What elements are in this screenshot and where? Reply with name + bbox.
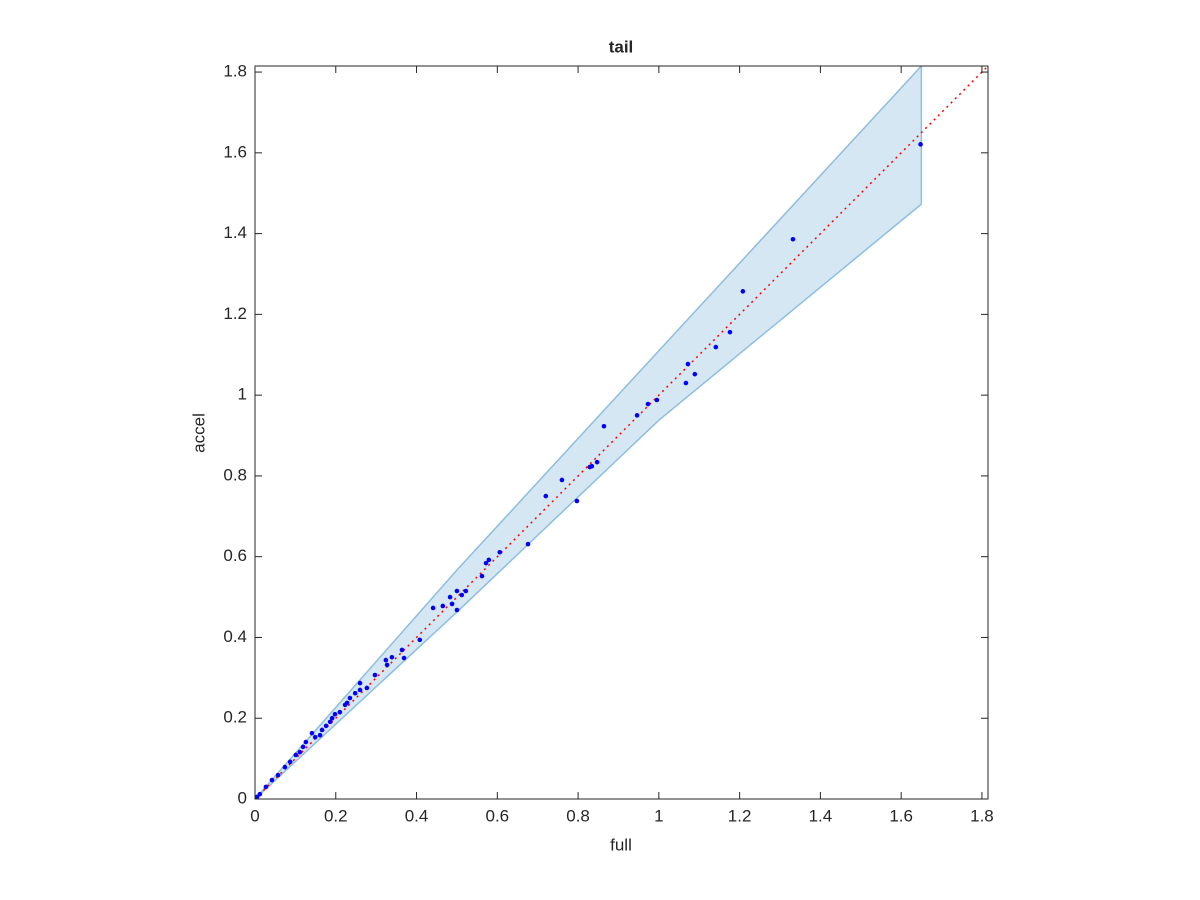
x-tick-label: 0 [250, 806, 259, 825]
data-point [323, 723, 329, 729]
data-point [483, 560, 489, 566]
x-tick-label: 0.4 [405, 806, 429, 825]
data-point [303, 739, 309, 745]
y-tick-label: 0.8 [223, 465, 247, 484]
data-point [319, 727, 325, 733]
data-point [559, 477, 565, 483]
data-point [287, 759, 293, 765]
data-point [275, 772, 281, 778]
data-point [574, 498, 580, 504]
data-point [654, 397, 660, 403]
y-axis-label: accel [189, 413, 208, 453]
y-tick-label: 0.6 [223, 546, 247, 565]
data-point [352, 690, 358, 696]
data-point [293, 752, 299, 758]
data-point [918, 142, 923, 147]
x-tick-label: 1.8 [970, 806, 994, 825]
data-point [543, 493, 549, 499]
y-tick-label: 0.4 [223, 627, 247, 646]
data-point [401, 655, 407, 661]
data-point [282, 764, 288, 770]
x-axis-label: full [610, 835, 632, 854]
data-point [713, 344, 719, 350]
y-tick-label: 1.6 [223, 142, 247, 161]
data-point [269, 777, 275, 783]
x-tick-label: 1.4 [809, 806, 833, 825]
plot-area [255, 66, 988, 799]
data-point [740, 289, 746, 294]
data-point [332, 711, 338, 717]
y-tick-label: 1 [238, 385, 247, 404]
data-point [357, 680, 363, 686]
x-tick-label: 0.6 [485, 806, 509, 825]
y-tick-label: 0.2 [223, 708, 247, 727]
data-point [587, 464, 593, 470]
data-point [263, 784, 269, 790]
data-point [417, 637, 423, 643]
data-point [337, 709, 343, 715]
data-point [479, 573, 485, 579]
y-tick-label: 1.4 [223, 223, 247, 242]
data-point [790, 236, 796, 242]
data-point [357, 687, 363, 693]
data-point [383, 657, 389, 663]
data-point [329, 715, 335, 721]
data-point [634, 413, 640, 418]
data-point [317, 732, 323, 738]
data-point [297, 749, 303, 755]
data-point [300, 744, 306, 750]
data-point [645, 401, 651, 407]
chart-title: tail [609, 37, 634, 56]
data-point [692, 371, 698, 377]
x-tick-label: 1.6 [889, 806, 913, 825]
data-point [454, 588, 460, 594]
x-tick-label: 0.2 [324, 806, 348, 825]
data-point [454, 607, 460, 613]
data-point [486, 557, 492, 563]
data-point [449, 601, 455, 607]
y-tick-label: 1.2 [223, 304, 247, 323]
data-point [389, 654, 395, 660]
data-point [497, 549, 503, 555]
data-point [257, 791, 263, 797]
axes-box [254, 65, 989, 800]
data-point [685, 361, 691, 367]
data-point [399, 647, 405, 653]
data-point [372, 672, 378, 678]
band-edge [255, 203, 922, 799]
data-point [255, 794, 260, 799]
data-point [312, 734, 318, 740]
data-point [347, 695, 353, 701]
x-tick-label: 1 [654, 806, 663, 825]
data-point [683, 380, 689, 386]
data-point [430, 605, 436, 611]
data-point [364, 685, 370, 691]
data-point [727, 329, 733, 335]
data-point [384, 662, 390, 668]
x-tick-label: 1.2 [728, 806, 752, 825]
data-point [463, 588, 469, 594]
data-point [440, 603, 446, 609]
data-point [459, 592, 465, 598]
x-tick-label: 0.8 [566, 806, 590, 825]
band-edge [255, 66, 922, 799]
data-point [601, 423, 607, 429]
y-tick-label: 0 [238, 788, 247, 807]
data-point [447, 594, 453, 600]
confidence-band [255, 66, 922, 799]
data-point [342, 702, 348, 708]
data-point [309, 730, 315, 736]
data-point [525, 541, 531, 547]
data-point [594, 459, 600, 465]
data-point [327, 719, 333, 725]
y-tick-label: 1.8 [223, 62, 247, 81]
